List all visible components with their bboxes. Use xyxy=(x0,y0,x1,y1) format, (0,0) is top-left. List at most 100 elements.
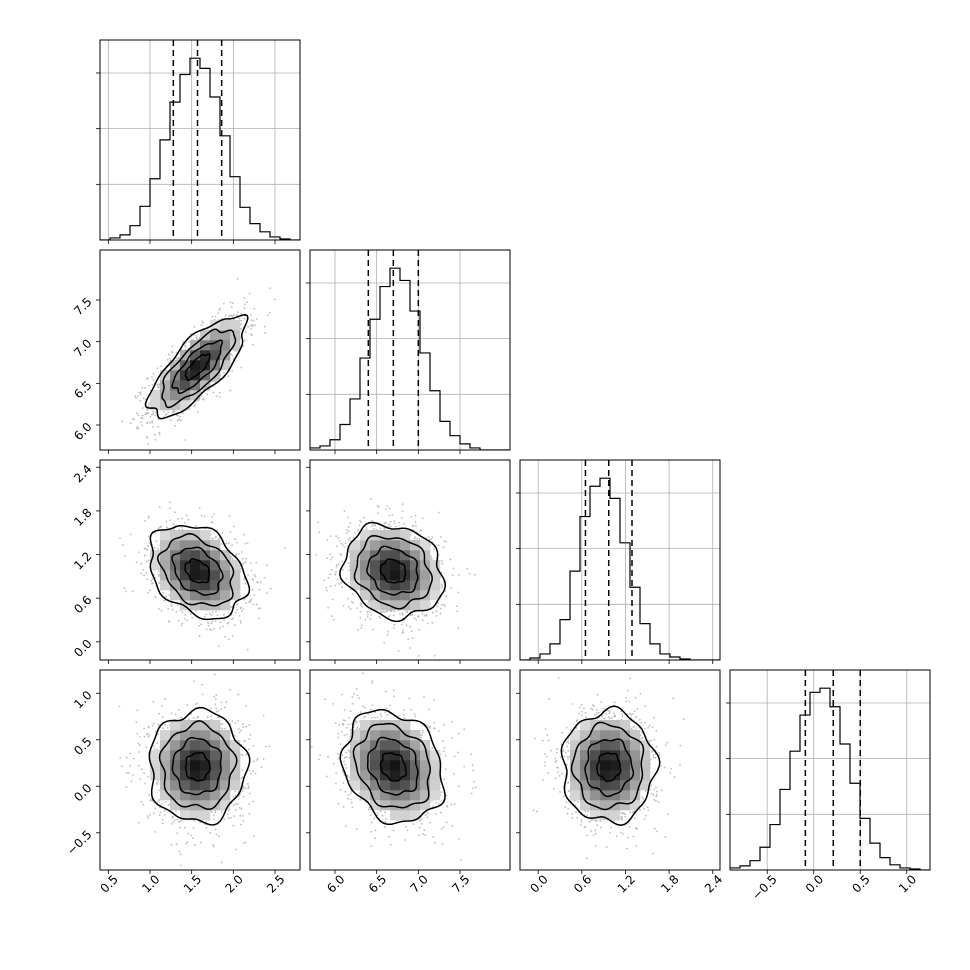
sample-point xyxy=(232,617,235,620)
sample-point xyxy=(218,835,220,838)
sample-point xyxy=(153,433,156,436)
sample-point xyxy=(400,517,403,519)
sample-point xyxy=(330,569,333,571)
sample-point xyxy=(349,522,352,524)
sample-point xyxy=(243,307,246,309)
sample-point xyxy=(341,544,344,546)
sample-point xyxy=(236,608,239,611)
sample-point xyxy=(200,514,203,517)
density-cell xyxy=(370,570,381,581)
sample-point xyxy=(185,514,188,517)
sample-point xyxy=(436,605,438,607)
sample-point xyxy=(176,358,179,361)
density-cell xyxy=(410,590,421,601)
density-cell xyxy=(420,580,431,591)
sample-point xyxy=(427,536,430,538)
sample-point xyxy=(144,386,146,389)
sample-point xyxy=(218,396,221,398)
sample-point xyxy=(339,553,342,555)
sample-point xyxy=(250,334,253,337)
sample-point xyxy=(121,420,123,423)
sample-point xyxy=(246,301,248,304)
sample-point xyxy=(347,530,350,533)
sample-point xyxy=(457,591,460,594)
sample-point xyxy=(231,544,234,547)
sample-point xyxy=(172,608,174,611)
sample-point xyxy=(181,611,184,613)
density-cell xyxy=(350,540,361,551)
histogram-step-1 xyxy=(310,267,510,450)
sample-point xyxy=(267,314,269,317)
sample-point xyxy=(352,602,355,604)
sample-point xyxy=(144,519,147,522)
sample-point xyxy=(241,557,244,560)
sample-point xyxy=(203,615,206,618)
sample-point xyxy=(359,617,362,619)
sample-point xyxy=(450,587,453,589)
sample-point xyxy=(351,593,354,595)
sample-point xyxy=(125,786,128,789)
sample-point xyxy=(420,529,423,531)
density-cell xyxy=(220,590,231,601)
sample-point xyxy=(240,327,243,330)
sample-point xyxy=(242,820,245,822)
sample-point xyxy=(445,595,448,598)
sample-point xyxy=(369,618,372,621)
sample-point xyxy=(378,615,381,618)
sample-point xyxy=(345,577,348,580)
sample-point xyxy=(373,524,376,527)
sample-point xyxy=(241,563,244,565)
sample-point xyxy=(200,324,203,327)
sample-point xyxy=(132,418,134,420)
sample-point xyxy=(231,369,234,372)
sample-point xyxy=(387,630,390,633)
sample-point xyxy=(149,416,152,418)
sample-point xyxy=(182,340,185,343)
sample-point xyxy=(119,537,121,540)
sample-point xyxy=(234,735,236,737)
sample-point xyxy=(335,535,338,538)
density-cell xyxy=(210,330,221,341)
sample-point xyxy=(156,367,159,370)
density-cell xyxy=(190,560,201,571)
sample-point xyxy=(169,501,172,504)
density-cell xyxy=(350,560,361,571)
sample-point xyxy=(214,673,216,676)
sample-point xyxy=(445,541,448,543)
density-cell xyxy=(430,580,441,591)
sample-point xyxy=(214,315,217,318)
sample-point xyxy=(342,569,345,571)
sample-point xyxy=(363,516,366,519)
sample-point xyxy=(214,620,217,622)
density-cell xyxy=(390,560,401,571)
sample-point xyxy=(240,551,243,553)
sample-point xyxy=(223,706,226,709)
sample-point xyxy=(387,616,390,618)
density-cell xyxy=(220,360,231,371)
sample-point xyxy=(150,580,153,582)
density-cell xyxy=(190,550,201,561)
density-cell xyxy=(150,390,161,401)
sample-point xyxy=(148,402,151,405)
sample-point xyxy=(246,542,249,544)
density-cell xyxy=(200,570,211,581)
sample-point xyxy=(247,748,250,751)
density-cell xyxy=(410,570,421,581)
sample-point xyxy=(139,399,142,402)
density-cell xyxy=(210,560,221,571)
sample-point xyxy=(410,630,413,632)
sample-point xyxy=(367,603,370,606)
density-cell xyxy=(180,580,191,591)
sample-point xyxy=(327,576,330,579)
density-cell xyxy=(200,580,211,591)
sample-point xyxy=(200,841,202,844)
sample-point xyxy=(336,545,338,547)
sample-point xyxy=(137,395,139,398)
sample-point xyxy=(386,610,388,613)
sample-point xyxy=(371,519,373,522)
sample-point xyxy=(165,520,168,523)
density-cell xyxy=(210,580,221,591)
sample-point xyxy=(441,562,444,565)
sample-point xyxy=(148,734,151,736)
panel-frame xyxy=(99,459,301,661)
